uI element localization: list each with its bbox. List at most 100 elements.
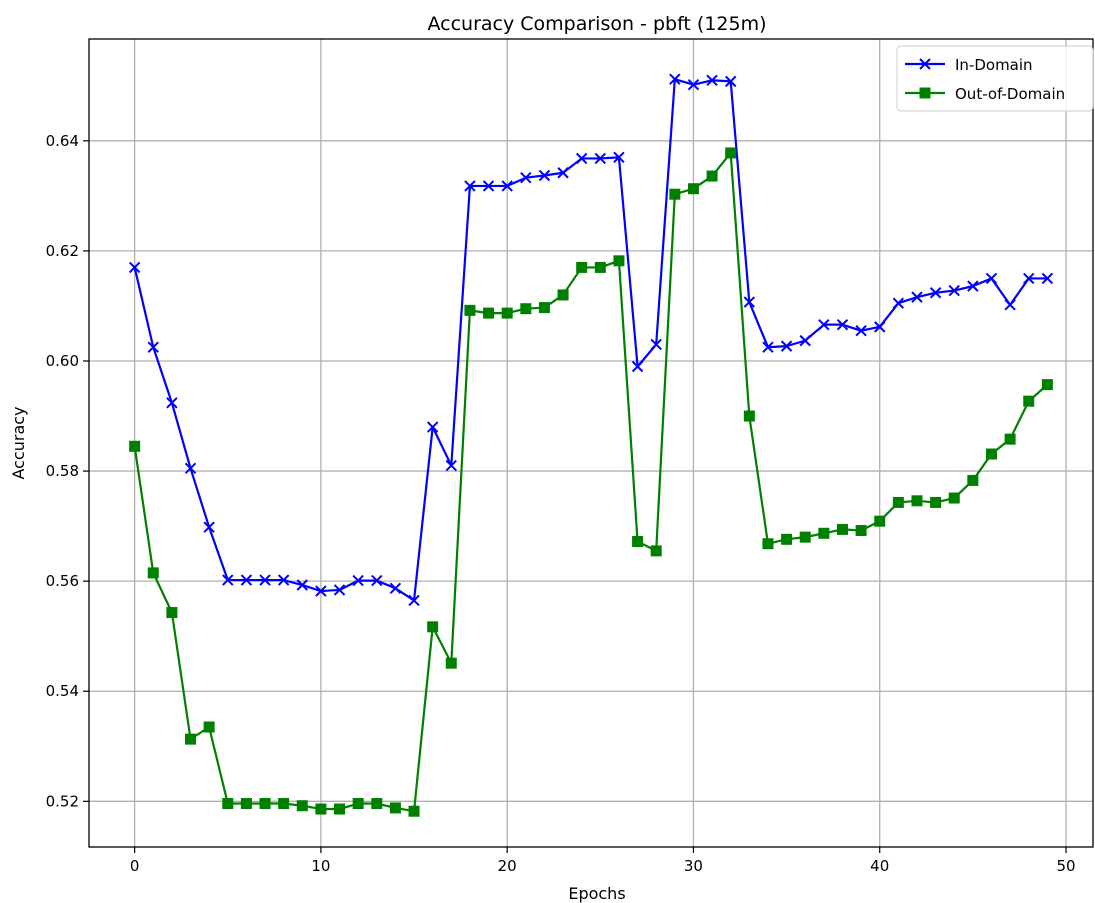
data-point-in-domain <box>836 318 849 331</box>
data-point-out-of-domain <box>594 261 606 273</box>
data-point-in-domain <box>575 152 588 165</box>
data-point-out-of-domain <box>166 607 178 619</box>
x-tick-label: 10 <box>311 857 330 875</box>
legend-box <box>896 45 1094 112</box>
data-point-in-domain <box>799 334 811 347</box>
x-tick-label: 50 <box>1056 857 1075 875</box>
y-tick-label: 0.52 <box>46 792 79 810</box>
data-point-out-of-domain <box>967 474 979 486</box>
x-tick-label: 30 <box>684 857 703 875</box>
data-point-in-domain <box>948 284 960 297</box>
data-point-out-of-domain <box>1041 379 1053 391</box>
legend-marker-out-of-domain <box>919 87 931 99</box>
data-point-in-domain <box>464 180 476 192</box>
data-point-in-domain <box>967 280 979 292</box>
legend-item-out-of-domain: Out-of-Domain <box>905 85 1065 103</box>
series-in-domain <box>128 73 1054 607</box>
data-point-out-of-domain <box>520 303 532 315</box>
y-tick-label: 0.64 <box>46 132 79 150</box>
data-point-in-domain <box>203 521 215 533</box>
legend-label-out-of-domain: Out-of-Domain <box>955 85 1065 103</box>
data-point-in-domain <box>277 574 290 586</box>
data-point-in-domain <box>724 75 737 88</box>
data-point-in-domain <box>687 78 700 91</box>
data-point-in-domain <box>445 459 458 472</box>
data-point-out-of-domain <box>632 536 644 548</box>
data-point-out-of-domain <box>259 798 271 810</box>
data-point-out-of-domain <box>836 523 848 535</box>
data-point-out-of-domain <box>557 289 569 301</box>
data-point-in-domain <box>669 73 681 85</box>
data-point-out-of-domain <box>799 531 811 543</box>
data-point-out-of-domain <box>371 798 383 810</box>
data-point-out-of-domain <box>352 798 364 810</box>
data-point-in-domain <box>520 171 532 184</box>
data-point-out-of-domain <box>781 533 793 545</box>
data-point-out-of-domain <box>669 188 681 200</box>
data-point-in-domain <box>389 582 402 595</box>
data-point-in-domain <box>408 594 420 607</box>
data-point-out-of-domain <box>185 733 197 745</box>
x-tick-label: 0 <box>130 857 140 875</box>
x-tick-label: 20 <box>498 857 517 875</box>
data-point-in-domain <box>855 325 867 337</box>
data-point-out-of-domain <box>240 798 252 810</box>
data-point-out-of-domain <box>743 410 755 422</box>
data-point-out-of-domain <box>725 147 737 159</box>
x-tick-label: 40 <box>870 857 889 875</box>
data-point-out-of-domain <box>687 183 699 195</box>
data-point-in-domain <box>1004 299 1016 311</box>
data-point-in-domain <box>538 169 551 182</box>
data-point-in-domain <box>650 338 662 351</box>
chart-title: Accuracy Comparison - pbft (125m) <box>427 13 766 35</box>
data-point-in-domain <box>613 151 625 164</box>
data-point-in-domain <box>501 180 513 192</box>
data-point-out-of-domain <box>892 496 904 508</box>
data-point-out-of-domain <box>222 798 234 810</box>
data-point-in-domain <box>762 341 774 353</box>
data-point-in-domain <box>352 574 364 587</box>
data-point-out-of-domain <box>483 307 495 319</box>
y-tick-label: 0.54 <box>46 682 79 700</box>
data-point-in-domain <box>874 321 886 333</box>
data-point-out-of-domain <box>129 440 141 452</box>
data-point-in-domain <box>631 360 644 373</box>
axis-ticks: 0 10 20 30 40 50 0.52 0.54 0.56 0.58 0.60 0.62 0.64 <box>46 132 1076 875</box>
data-point-out-of-domain <box>427 621 439 633</box>
data-point-in-domain <box>743 296 756 308</box>
legend-label-in-domain: In-Domain <box>955 56 1033 74</box>
data-point-out-of-domain <box>408 805 420 817</box>
data-point-in-domain <box>1041 272 1054 285</box>
grid <box>89 39 1093 847</box>
data-point-out-of-domain <box>874 515 886 527</box>
data-point-out-of-domain <box>334 803 346 815</box>
data-point-out-of-domain <box>278 798 290 810</box>
data-point-out-of-domain <box>315 803 327 815</box>
y-tick-label: 0.62 <box>46 242 79 260</box>
series-layer <box>128 73 1054 817</box>
data-point-out-of-domain <box>576 261 588 273</box>
data-point-out-of-domain <box>650 545 662 557</box>
data-point-in-domain <box>166 397 178 409</box>
data-point-out-of-domain <box>296 800 308 812</box>
data-point-in-domain <box>371 574 383 587</box>
y-axis-title: Accuracy <box>9 406 28 479</box>
data-point-in-domain <box>594 152 607 165</box>
data-point-out-of-domain <box>911 495 923 507</box>
data-point-in-domain <box>706 74 718 86</box>
data-point-out-of-domain <box>147 567 159 579</box>
x-axis-title: Epochs <box>568 884 625 903</box>
plot-area-frame <box>88 38 1094 848</box>
y-tick-label: 0.60 <box>46 352 79 370</box>
y-tick-label: 0.58 <box>46 462 79 480</box>
data-point-in-domain <box>259 574 271 586</box>
data-point-out-of-domain <box>538 302 550 314</box>
y-tick-label: 0.56 <box>46 572 79 590</box>
data-point-in-domain <box>315 585 327 597</box>
data-point-out-of-domain <box>706 170 718 182</box>
data-point-in-domain <box>184 462 197 475</box>
data-point-out-of-domain <box>948 492 960 504</box>
data-point-out-of-domain <box>464 304 476 316</box>
